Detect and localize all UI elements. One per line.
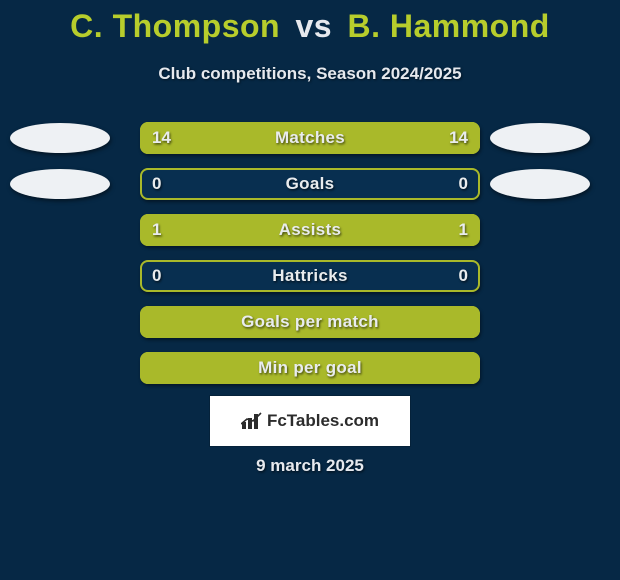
- stat-bar: Goals: [140, 168, 480, 200]
- team-oval: [10, 123, 110, 153]
- stat-value-left: 0: [152, 168, 161, 200]
- stat-label: Hattricks: [140, 260, 480, 292]
- stat-value-right: 1: [459, 214, 468, 246]
- stat-label: Min per goal: [140, 352, 480, 384]
- stat-bar: Matches: [140, 122, 480, 154]
- stat-value-right: 14: [449, 122, 468, 154]
- team-oval: [10, 169, 110, 199]
- date-text: 9 march 2025: [0, 456, 620, 476]
- stat-label: Matches: [140, 122, 480, 154]
- stat-row: Min per goal: [0, 352, 620, 384]
- logo-text: FcTables.com: [267, 411, 379, 431]
- stat-label: Goals: [140, 168, 480, 200]
- stat-value-left: 14: [152, 122, 171, 154]
- stat-bar: Assists: [140, 214, 480, 246]
- stat-row: Goals per match: [0, 306, 620, 338]
- page-title: C. Thompson vs B. Hammond: [0, 8, 620, 45]
- stat-value-right: 0: [459, 260, 468, 292]
- stat-value-right: 0: [459, 168, 468, 200]
- subtitle: Club competitions, Season 2024/2025: [0, 64, 620, 84]
- stat-value-left: 0: [152, 260, 161, 292]
- bars-icon: [241, 412, 263, 430]
- stat-label: Assists: [140, 214, 480, 246]
- player2-name: B. Hammond: [347, 8, 549, 44]
- stat-row: Assists1 1: [0, 214, 620, 246]
- stat-bar: Hattricks: [140, 260, 480, 292]
- logo-box: FcTables.com: [210, 396, 410, 446]
- player1-name: C. Thompson: [70, 8, 280, 44]
- vs-separator: vs: [295, 8, 332, 44]
- stat-row: Hattricks0 0: [0, 260, 620, 292]
- comparison-infographic: C. Thompson vs B. Hammond Club competiti…: [0, 0, 620, 580]
- logo: FcTables.com: [241, 411, 379, 431]
- stat-label: Goals per match: [140, 306, 480, 338]
- team-oval: [490, 123, 590, 153]
- stat-bar: Min per goal: [140, 352, 480, 384]
- stat-value-left: 1: [152, 214, 161, 246]
- team-oval: [490, 169, 590, 199]
- stat-bar: Goals per match: [140, 306, 480, 338]
